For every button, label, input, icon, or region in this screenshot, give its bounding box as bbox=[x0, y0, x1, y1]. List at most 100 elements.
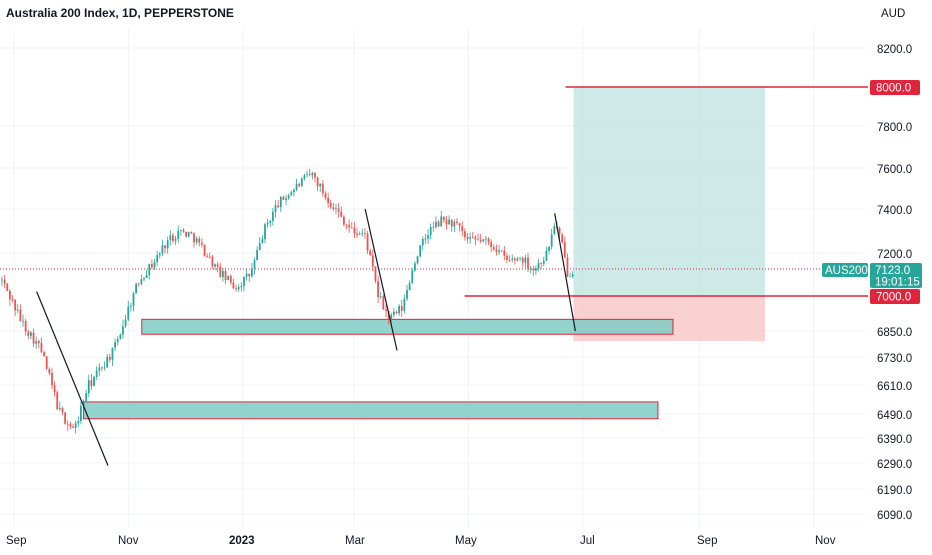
candle-56 bbox=[148, 263, 151, 280]
y-tick-6850: 6850.0 bbox=[877, 327, 912, 339]
candle-126 bbox=[332, 202, 335, 212]
x-tick-sep-2022: Sep bbox=[6, 535, 26, 547]
candle-78 bbox=[206, 253, 209, 258]
stop-price-label: 7000.0 bbox=[876, 292, 911, 304]
candle-93 bbox=[245, 269, 248, 281]
candle-30 bbox=[80, 401, 82, 425]
candle-46 bbox=[122, 319, 124, 339]
candle-155 bbox=[408, 280, 411, 291]
candle-60 bbox=[158, 251, 161, 259]
candle-125 bbox=[329, 199, 332, 210]
candle-165 bbox=[435, 216, 437, 229]
candle-59 bbox=[156, 250, 159, 267]
candle-100 bbox=[264, 222, 266, 244]
candle-183 bbox=[482, 239, 485, 243]
candle-105 bbox=[277, 200, 280, 209]
y-tick-6190: 6190.0 bbox=[877, 485, 912, 497]
chart-title: Australia 200 Index, 1D, PEPPERSTONE bbox=[6, 6, 234, 20]
candle-14 bbox=[37, 339, 40, 349]
candle-41 bbox=[108, 353, 111, 363]
candle-179 bbox=[471, 232, 474, 239]
candle-88 bbox=[232, 278, 235, 290]
candle-39 bbox=[103, 361, 106, 371]
candle-74 bbox=[195, 236, 198, 245]
candle-49 bbox=[129, 302, 132, 312]
candle-123 bbox=[324, 191, 327, 201]
candle-19 bbox=[51, 368, 53, 390]
candle-61 bbox=[161, 239, 164, 256]
candle-195 bbox=[513, 257, 516, 265]
candle-205 bbox=[540, 262, 543, 270]
candle-134 bbox=[353, 221, 356, 239]
candle-79 bbox=[208, 252, 211, 259]
candle-193 bbox=[508, 255, 511, 262]
candle-23 bbox=[61, 406, 64, 416]
time-axis[interactable]: Sep Nov 2023 Mar May Jul Sep Nov bbox=[6, 535, 836, 547]
trend-line-2[interactable] bbox=[364, 208, 398, 351]
candle-24 bbox=[64, 412, 67, 425]
candle-106 bbox=[279, 196, 282, 213]
drawings-zones[interactable] bbox=[83, 87, 765, 420]
support-zone-upper[interactable] bbox=[141, 318, 674, 335]
stop-price-tag[interactable] bbox=[870, 289, 920, 304]
candle-119 bbox=[314, 172, 316, 183]
last-price-tag[interactable] bbox=[870, 263, 922, 288]
y-tick-8200: 8200.0 bbox=[877, 44, 912, 56]
y-tick-6490: 6490.0 bbox=[877, 410, 912, 422]
candle-62 bbox=[164, 244, 166, 254]
candle-12 bbox=[32, 328, 35, 348]
candle-34 bbox=[90, 373, 93, 390]
candle-42 bbox=[111, 347, 114, 366]
trend-line-1[interactable] bbox=[36, 291, 109, 466]
candle-5 bbox=[14, 299, 17, 317]
candle-202 bbox=[532, 265, 535, 277]
candle-164 bbox=[432, 221, 435, 232]
candle-181 bbox=[477, 233, 479, 241]
candle-124 bbox=[327, 192, 330, 208]
candle-216 bbox=[569, 272, 571, 278]
candle-64 bbox=[169, 230, 172, 246]
candle-136 bbox=[358, 231, 361, 235]
candle-10 bbox=[27, 329, 30, 339]
candle-121 bbox=[319, 183, 322, 192]
long-position-profit-zone[interactable] bbox=[573, 87, 765, 296]
candle-82 bbox=[216, 261, 219, 273]
candle-103 bbox=[271, 208, 274, 226]
candle-104 bbox=[274, 200, 277, 218]
candle-159 bbox=[419, 245, 422, 258]
price-axis[interactable]: 8200.0 7800.0 7600.0 7400.0 7200.0 6850.… bbox=[877, 44, 912, 522]
candle-131 bbox=[345, 224, 348, 230]
candle-194 bbox=[511, 254, 514, 263]
candle-215 bbox=[566, 253, 569, 277]
candle-90 bbox=[237, 284, 240, 292]
candle-210 bbox=[553, 223, 556, 235]
candle-116 bbox=[306, 170, 308, 178]
candle-22 bbox=[58, 401, 61, 411]
candle-53 bbox=[140, 274, 143, 286]
candle-166 bbox=[437, 220, 440, 228]
support-zone-lower[interactable] bbox=[83, 401, 659, 420]
candle-27 bbox=[72, 423, 74, 429]
candle-77 bbox=[203, 244, 206, 257]
target-price-tag[interactable] bbox=[870, 80, 920, 95]
candle-54 bbox=[143, 276, 145, 282]
candle-32 bbox=[85, 389, 88, 403]
y-tick-6290: 6290.0 bbox=[877, 459, 912, 471]
candle-9 bbox=[24, 318, 27, 336]
candle-86 bbox=[227, 275, 230, 281]
candle-187 bbox=[492, 244, 495, 251]
candle-188 bbox=[495, 244, 498, 256]
trend-line-3[interactable] bbox=[554, 213, 576, 332]
candle-177 bbox=[466, 233, 469, 244]
candle-212 bbox=[558, 226, 561, 240]
drawings-lines[interactable] bbox=[36, 86, 868, 466]
candle-99 bbox=[261, 235, 264, 244]
symbol-tag[interactable] bbox=[822, 263, 868, 277]
candle-160 bbox=[421, 236, 424, 251]
price-tags[interactable]: 8000.0 7000.0 AUS200 7123.0 19:01:15 bbox=[822, 80, 922, 304]
x-tick-2023: 2023 bbox=[229, 535, 255, 547]
candle-48 bbox=[127, 300, 130, 322]
candle-128 bbox=[337, 203, 340, 218]
